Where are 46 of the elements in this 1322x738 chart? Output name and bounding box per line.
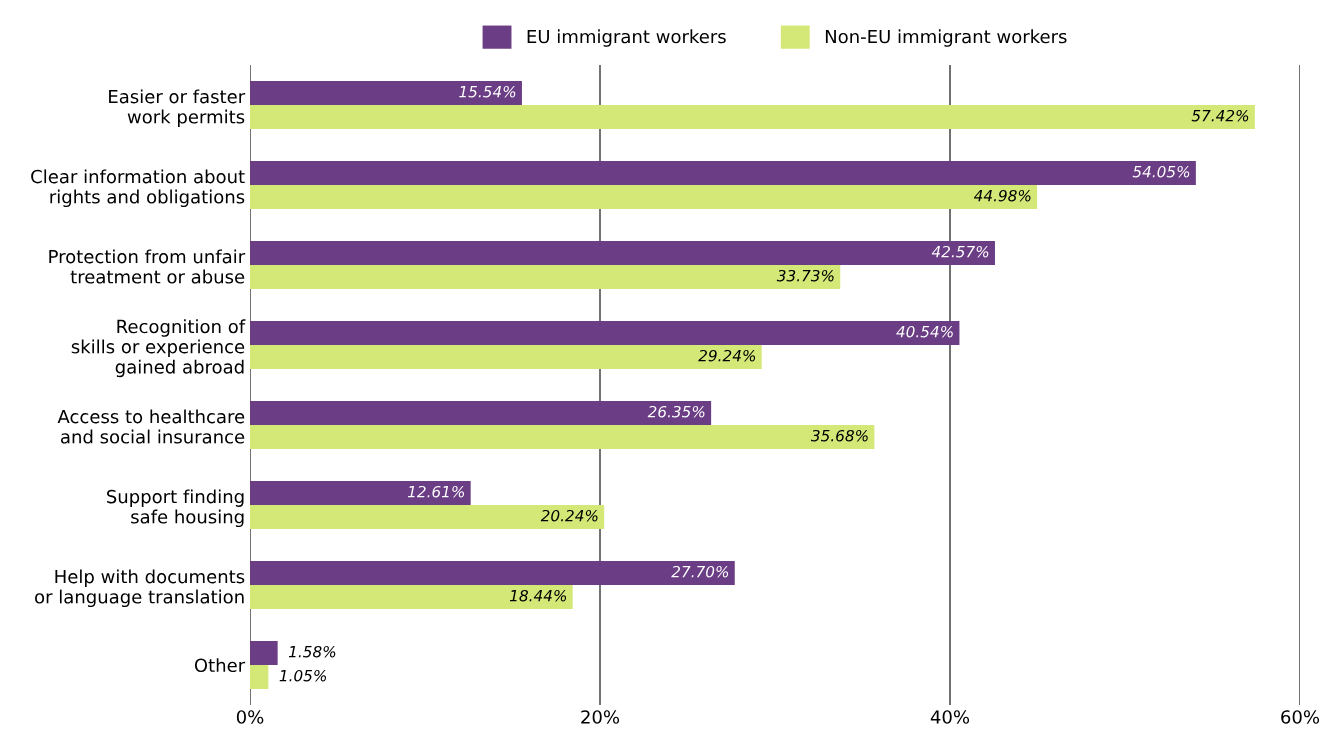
bar bbox=[250, 481, 471, 505]
bar bbox=[250, 665, 269, 689]
data-label: 12.61% bbox=[407, 485, 465, 498]
y-tick-label: Clear information about rights and obligations bbox=[31, 169, 245, 208]
bar bbox=[250, 161, 1196, 185]
bar bbox=[250, 105, 1255, 129]
y-tick-label: Protection from unfair treatment or abuse bbox=[49, 249, 246, 284]
data-label: 40.54% bbox=[896, 325, 953, 338]
bar bbox=[250, 425, 875, 449]
y-tick-label: Easier or faster work permits bbox=[109, 89, 246, 128]
data-label: 35.68% bbox=[810, 429, 868, 442]
bar bbox=[250, 185, 1038, 209]
data-label: 27.70% bbox=[671, 565, 729, 578]
x-tick-label: 60% bbox=[1281, 710, 1320, 724]
bar bbox=[250, 345, 762, 369]
data-label: 29.24% bbox=[698, 349, 756, 362]
data-label: 1.05% bbox=[279, 669, 327, 682]
y-tick-label: Access to healthcare and social insurance bbox=[57, 409, 245, 444]
bar bbox=[250, 81, 522, 105]
bar bbox=[250, 585, 573, 609]
y-tick-label: Recognition of skills or experience gained abroad bbox=[71, 319, 246, 378]
x-tick-label: 0% bbox=[236, 710, 264, 724]
data-label: 42.57% bbox=[931, 245, 989, 258]
bar bbox=[250, 265, 841, 289]
legend-label: EU immigrant workers bbox=[527, 29, 726, 47]
bar bbox=[250, 505, 605, 529]
data-label: 18.44% bbox=[509, 589, 567, 602]
bar bbox=[250, 401, 712, 425]
x-tick-label: 40% bbox=[930, 710, 970, 724]
y-tick-label: Support finding safe housing bbox=[107, 489, 244, 528]
data-label: 26.35% bbox=[647, 405, 705, 418]
legend-label: Non-EU immigrant workers bbox=[825, 29, 1067, 47]
bar bbox=[250, 241, 995, 265]
bar bbox=[250, 321, 960, 345]
data-label: 44.98% bbox=[973, 189, 1031, 202]
data-label: 57.42% bbox=[1191, 109, 1249, 122]
y-tick-label: Help with documents or language translation bbox=[35, 569, 245, 608]
y-tick-label: Other bbox=[194, 658, 246, 673]
data-label: 33.73% bbox=[776, 269, 834, 282]
x-tick-label: 20% bbox=[581, 710, 620, 724]
data-label: 1.58% bbox=[288, 645, 336, 658]
data-label: 54.05% bbox=[1132, 165, 1190, 178]
bar bbox=[250, 561, 735, 585]
data-label: 15.54% bbox=[459, 85, 516, 98]
bar bbox=[250, 641, 278, 665]
data-label: 20.24% bbox=[540, 509, 598, 522]
